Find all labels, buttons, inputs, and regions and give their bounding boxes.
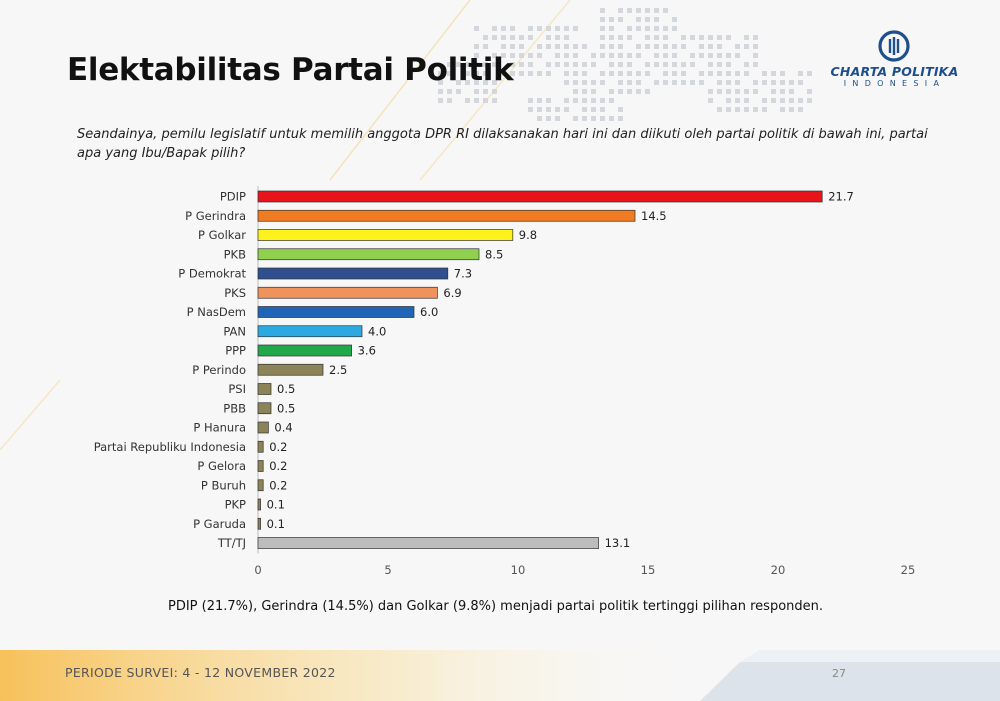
category-label: TT/TJ bbox=[217, 536, 246, 550]
value-label: 6.0 bbox=[420, 305, 438, 319]
value-label: 9.8 bbox=[519, 228, 537, 242]
value-label: 0.2 bbox=[269, 478, 287, 492]
bar-pdip bbox=[257, 190, 823, 203]
value-label: 13.1 bbox=[605, 536, 631, 550]
category-label: Partai Republiku Indonesia bbox=[94, 440, 246, 454]
bar-pkb bbox=[257, 248, 480, 261]
survey-question: Seandainya, pemilu legislatif untuk memi… bbox=[77, 127, 928, 161]
value-label: 2.5 bbox=[329, 363, 347, 377]
bar-p-gerindra bbox=[257, 209, 636, 222]
bar-partai-republiku-indonesia bbox=[257, 440, 264, 453]
charta-politika-logo: CHARTA POLITIKA INDONESIA bbox=[812, 30, 977, 92]
category-label: P Hanura bbox=[193, 421, 246, 435]
logo-subtitle: INDONESIA bbox=[843, 79, 946, 88]
category-label: P Demokrat bbox=[178, 267, 246, 281]
value-label: 0.4 bbox=[274, 421, 292, 435]
x-tick-label: 20 bbox=[771, 563, 786, 577]
bar-p-garuda bbox=[257, 517, 261, 530]
category-label: PKS bbox=[224, 286, 246, 300]
value-label: 0.1 bbox=[267, 498, 285, 512]
survey-period: PERIODE SURVEI: 4 - 12 NOVEMBER 2022 bbox=[65, 665, 336, 680]
bar-tt-tj bbox=[257, 537, 599, 549]
page-number: 27 bbox=[832, 667, 846, 680]
bar-pan bbox=[257, 325, 363, 338]
category-label: P Gelora bbox=[197, 459, 246, 473]
value-label: 4.0 bbox=[368, 324, 386, 338]
bar-p-nasdem bbox=[257, 306, 415, 318]
value-label: 0.5 bbox=[277, 382, 295, 396]
x-tick-label: 15 bbox=[641, 563, 656, 577]
value-label: 21.7 bbox=[828, 190, 854, 204]
category-label: P Golkar bbox=[198, 228, 246, 242]
bar-p-gelora bbox=[257, 460, 264, 472]
category-label: P NasDem bbox=[187, 305, 246, 319]
bar-pks bbox=[257, 286, 438, 299]
category-label: P Gerindra bbox=[185, 209, 246, 223]
value-label: 6.9 bbox=[443, 286, 461, 300]
value-label: 0.5 bbox=[277, 401, 295, 415]
bar-pkp bbox=[257, 498, 261, 511]
category-label: P Perindo bbox=[192, 363, 246, 377]
category-label: PAN bbox=[223, 324, 246, 338]
x-tick-label: 5 bbox=[384, 563, 391, 577]
bar-p-demokrat bbox=[257, 267, 449, 280]
logo-name: CHARTA POLITIKA bbox=[830, 64, 959, 79]
value-label: 14.5 bbox=[641, 209, 667, 223]
category-label: PBB bbox=[223, 401, 246, 415]
value-label: 7.3 bbox=[454, 267, 472, 281]
category-label: PKB bbox=[224, 247, 246, 261]
category-label: PSI bbox=[228, 382, 246, 396]
x-tick-label: 25 bbox=[901, 563, 916, 577]
bar-p-perindo bbox=[257, 363, 324, 376]
x-tick-label: 10 bbox=[511, 563, 526, 577]
value-label: 0.1 bbox=[267, 517, 285, 531]
bar-psi bbox=[257, 383, 272, 395]
page-title: Elektabilitas Partai Politik bbox=[67, 52, 514, 88]
charta-logo-icon bbox=[878, 30, 910, 62]
x-tick-label: 0 bbox=[254, 563, 261, 577]
category-label: PDIP bbox=[220, 190, 246, 204]
value-label: 0.2 bbox=[269, 459, 287, 473]
category-label: PKP bbox=[225, 498, 246, 512]
category-label: PPP bbox=[225, 344, 246, 358]
value-label: 3.6 bbox=[358, 344, 376, 358]
category-label: P Garuda bbox=[193, 517, 246, 531]
bar-chart: PDIP 21.7 P Gerindra 14.5 P Golkar 9.8 PKB 8.5 P… bbox=[94, 186, 916, 577]
value-label: 8.5 bbox=[485, 247, 503, 261]
bar-p-golkar bbox=[257, 229, 514, 241]
bar-ppp bbox=[257, 344, 352, 357]
chart-summary: PDIP (21.7%), Gerindra (14.5%) dan Golka… bbox=[168, 599, 824, 614]
bar-p-hanura bbox=[257, 421, 269, 434]
bar-p-buruh bbox=[257, 479, 264, 492]
bar-pbb bbox=[257, 402, 272, 415]
category-label: P Buruh bbox=[201, 478, 246, 492]
value-label: 0.2 bbox=[269, 440, 287, 454]
